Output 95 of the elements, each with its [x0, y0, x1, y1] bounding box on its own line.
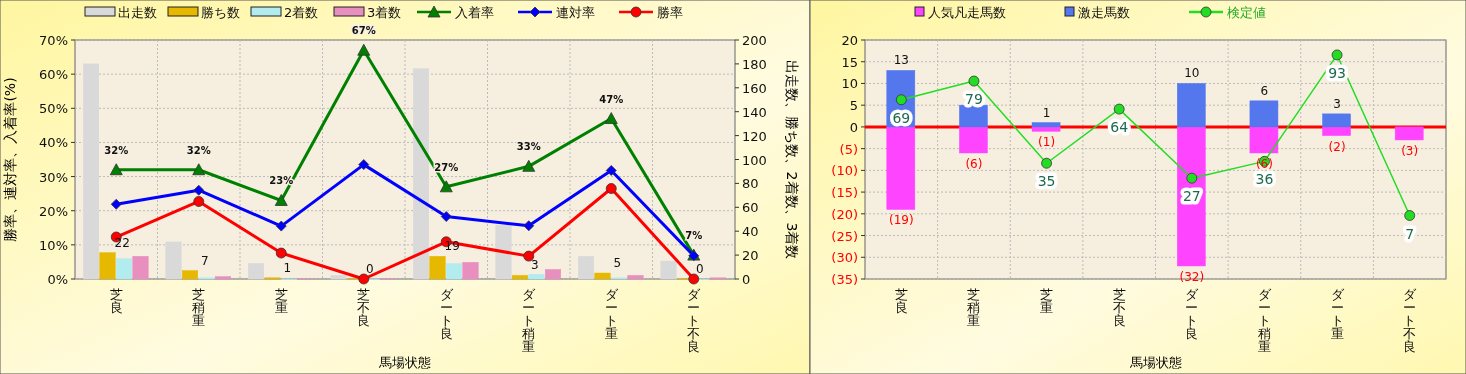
- y-tick-label: (20): [831, 206, 858, 222]
- legend-label: 激走馬数: [1078, 5, 1130, 20]
- data-label: 7%: [685, 230, 703, 242]
- x-tick-label: ダート重: [604, 287, 619, 341]
- x-tick-label: 芝稍重: [967, 287, 981, 328]
- x-tick-label: ダート不良: [1403, 287, 1418, 354]
- x-tick-label: ダート不良: [687, 287, 702, 354]
- data-label: 35: [1037, 173, 1056, 190]
- y2-tick-label: 200: [742, 33, 767, 48]
- data-label: (6): [965, 156, 983, 171]
- y-tick-label: (15): [831, 185, 858, 201]
- y-tick-label: 70%: [39, 33, 68, 48]
- x-tick-label: 芝良: [109, 287, 123, 315]
- x-tick-label: ダート稍重: [522, 287, 537, 354]
- y2-tick-label: 120: [742, 128, 767, 144]
- data-label: 22: [114, 235, 130, 250]
- legend-label: 3着数: [367, 5, 402, 20]
- legend-label: 勝率: [657, 5, 683, 20]
- data-label: (3): [1401, 143, 1419, 158]
- data-label: 6: [1260, 83, 1269, 98]
- y2-tick-label: 80: [742, 176, 759, 192]
- x-axis-title: 馬場状態: [378, 355, 431, 370]
- data-label: 1: [283, 260, 292, 275]
- data-label: 69: [892, 109, 911, 126]
- legend-label: 人気凡走馬数: [928, 5, 1006, 20]
- legend-label: 入着率: [455, 5, 494, 20]
- x-tick-label: ダート重: [1330, 287, 1345, 341]
- y-tick-label: 0%: [47, 272, 68, 287]
- x-tick-label: 芝重: [1040, 287, 1054, 315]
- data-label: 64: [1110, 119, 1129, 136]
- y2-tick-label: 140: [742, 104, 767, 120]
- data-label: 32%: [104, 144, 129, 156]
- x-tick-label: 芝重: [274, 287, 288, 315]
- data-label: 33%: [516, 141, 541, 153]
- x-tick-label: ダート良: [1185, 287, 1200, 341]
- data-label: (32): [1179, 269, 1205, 284]
- data-label: (1): [1038, 135, 1056, 150]
- y-tick-label: 50%: [39, 101, 68, 117]
- y-tick-label: (30): [831, 250, 858, 266]
- y-tick-label: 10%: [39, 237, 68, 253]
- y-tick-label: 40%: [39, 135, 68, 151]
- y-tick-label: (10): [831, 163, 858, 179]
- x-tick-label: 芝良: [894, 287, 908, 315]
- y2-tick-label: 100: [742, 152, 767, 168]
- y-tick-label: 60%: [39, 67, 68, 83]
- y-tick-label: (5): [839, 141, 858, 157]
- data-label: 47%: [599, 93, 624, 105]
- y2-tick-label: 0: [742, 272, 751, 287]
- data-label: (2): [1328, 139, 1346, 154]
- x-axis-title: 馬場状態: [1128, 355, 1182, 370]
- data-label: 7: [1405, 225, 1415, 242]
- data-label: 67%: [351, 25, 376, 37]
- data-label: 0: [695, 262, 704, 276]
- data-label: 13: [893, 53, 909, 68]
- data-label: 79: [965, 91, 983, 108]
- data-label: 3: [530, 258, 539, 273]
- y-tick-label: (25): [831, 228, 858, 244]
- data-label: (6): [1255, 156, 1273, 171]
- y-tick-label: 15: [841, 54, 858, 70]
- x-tick-label: ダート稍重: [1257, 287, 1272, 354]
- y2-tick-label: 180: [742, 56, 767, 72]
- legend-label: 検定値: [1227, 5, 1266, 20]
- legend-label: 出走数: [118, 5, 157, 20]
- y2-tick-label: 20: [742, 248, 759, 264]
- data-label: 32%: [186, 144, 211, 156]
- data-label: 93: [1328, 64, 1346, 81]
- y2-tick-label: 160: [742, 80, 767, 96]
- data-label: 0: [365, 262, 374, 276]
- x-tick-label: 芝不良: [1112, 287, 1126, 328]
- y2-tick-label: 40: [742, 224, 759, 240]
- data-label: 1: [1042, 105, 1051, 120]
- y-tick-label: 10: [841, 76, 858, 92]
- y-tick-label: 20%: [39, 203, 68, 219]
- legend-label: 勝ち数: [201, 5, 240, 20]
- y2-axis-title: 出走数、勝ち数、2着数、3着数: [784, 59, 800, 260]
- data-label: 27: [1182, 188, 1201, 205]
- y-tick-label: 0: [849, 119, 858, 135]
- data-label: 10: [1184, 66, 1200, 81]
- x-tick-label: ダート良: [439, 287, 454, 341]
- y2-tick-label: 60: [742, 200, 759, 216]
- y-tick-label: 5: [849, 98, 858, 114]
- data-label: 7: [200, 253, 209, 268]
- legend-label: 連対率: [556, 5, 595, 20]
- legend-label: 2着数: [284, 5, 319, 20]
- data-label: 27%: [434, 161, 459, 173]
- data-label: (19): [888, 213, 914, 228]
- x-tick-label: 芝稍重: [192, 287, 206, 328]
- x-tick-label: 芝不良: [357, 287, 371, 328]
- data-label: 36: [1255, 171, 1274, 188]
- y-tick-label: 20: [841, 33, 858, 48]
- y-tick-label: (35): [831, 272, 858, 287]
- y-axis-title: 勝率、連対率、入着率(%): [2, 77, 18, 242]
- data-label: 5: [613, 256, 622, 271]
- data-label: 3: [1333, 96, 1341, 111]
- y-tick-label: 30%: [39, 169, 68, 185]
